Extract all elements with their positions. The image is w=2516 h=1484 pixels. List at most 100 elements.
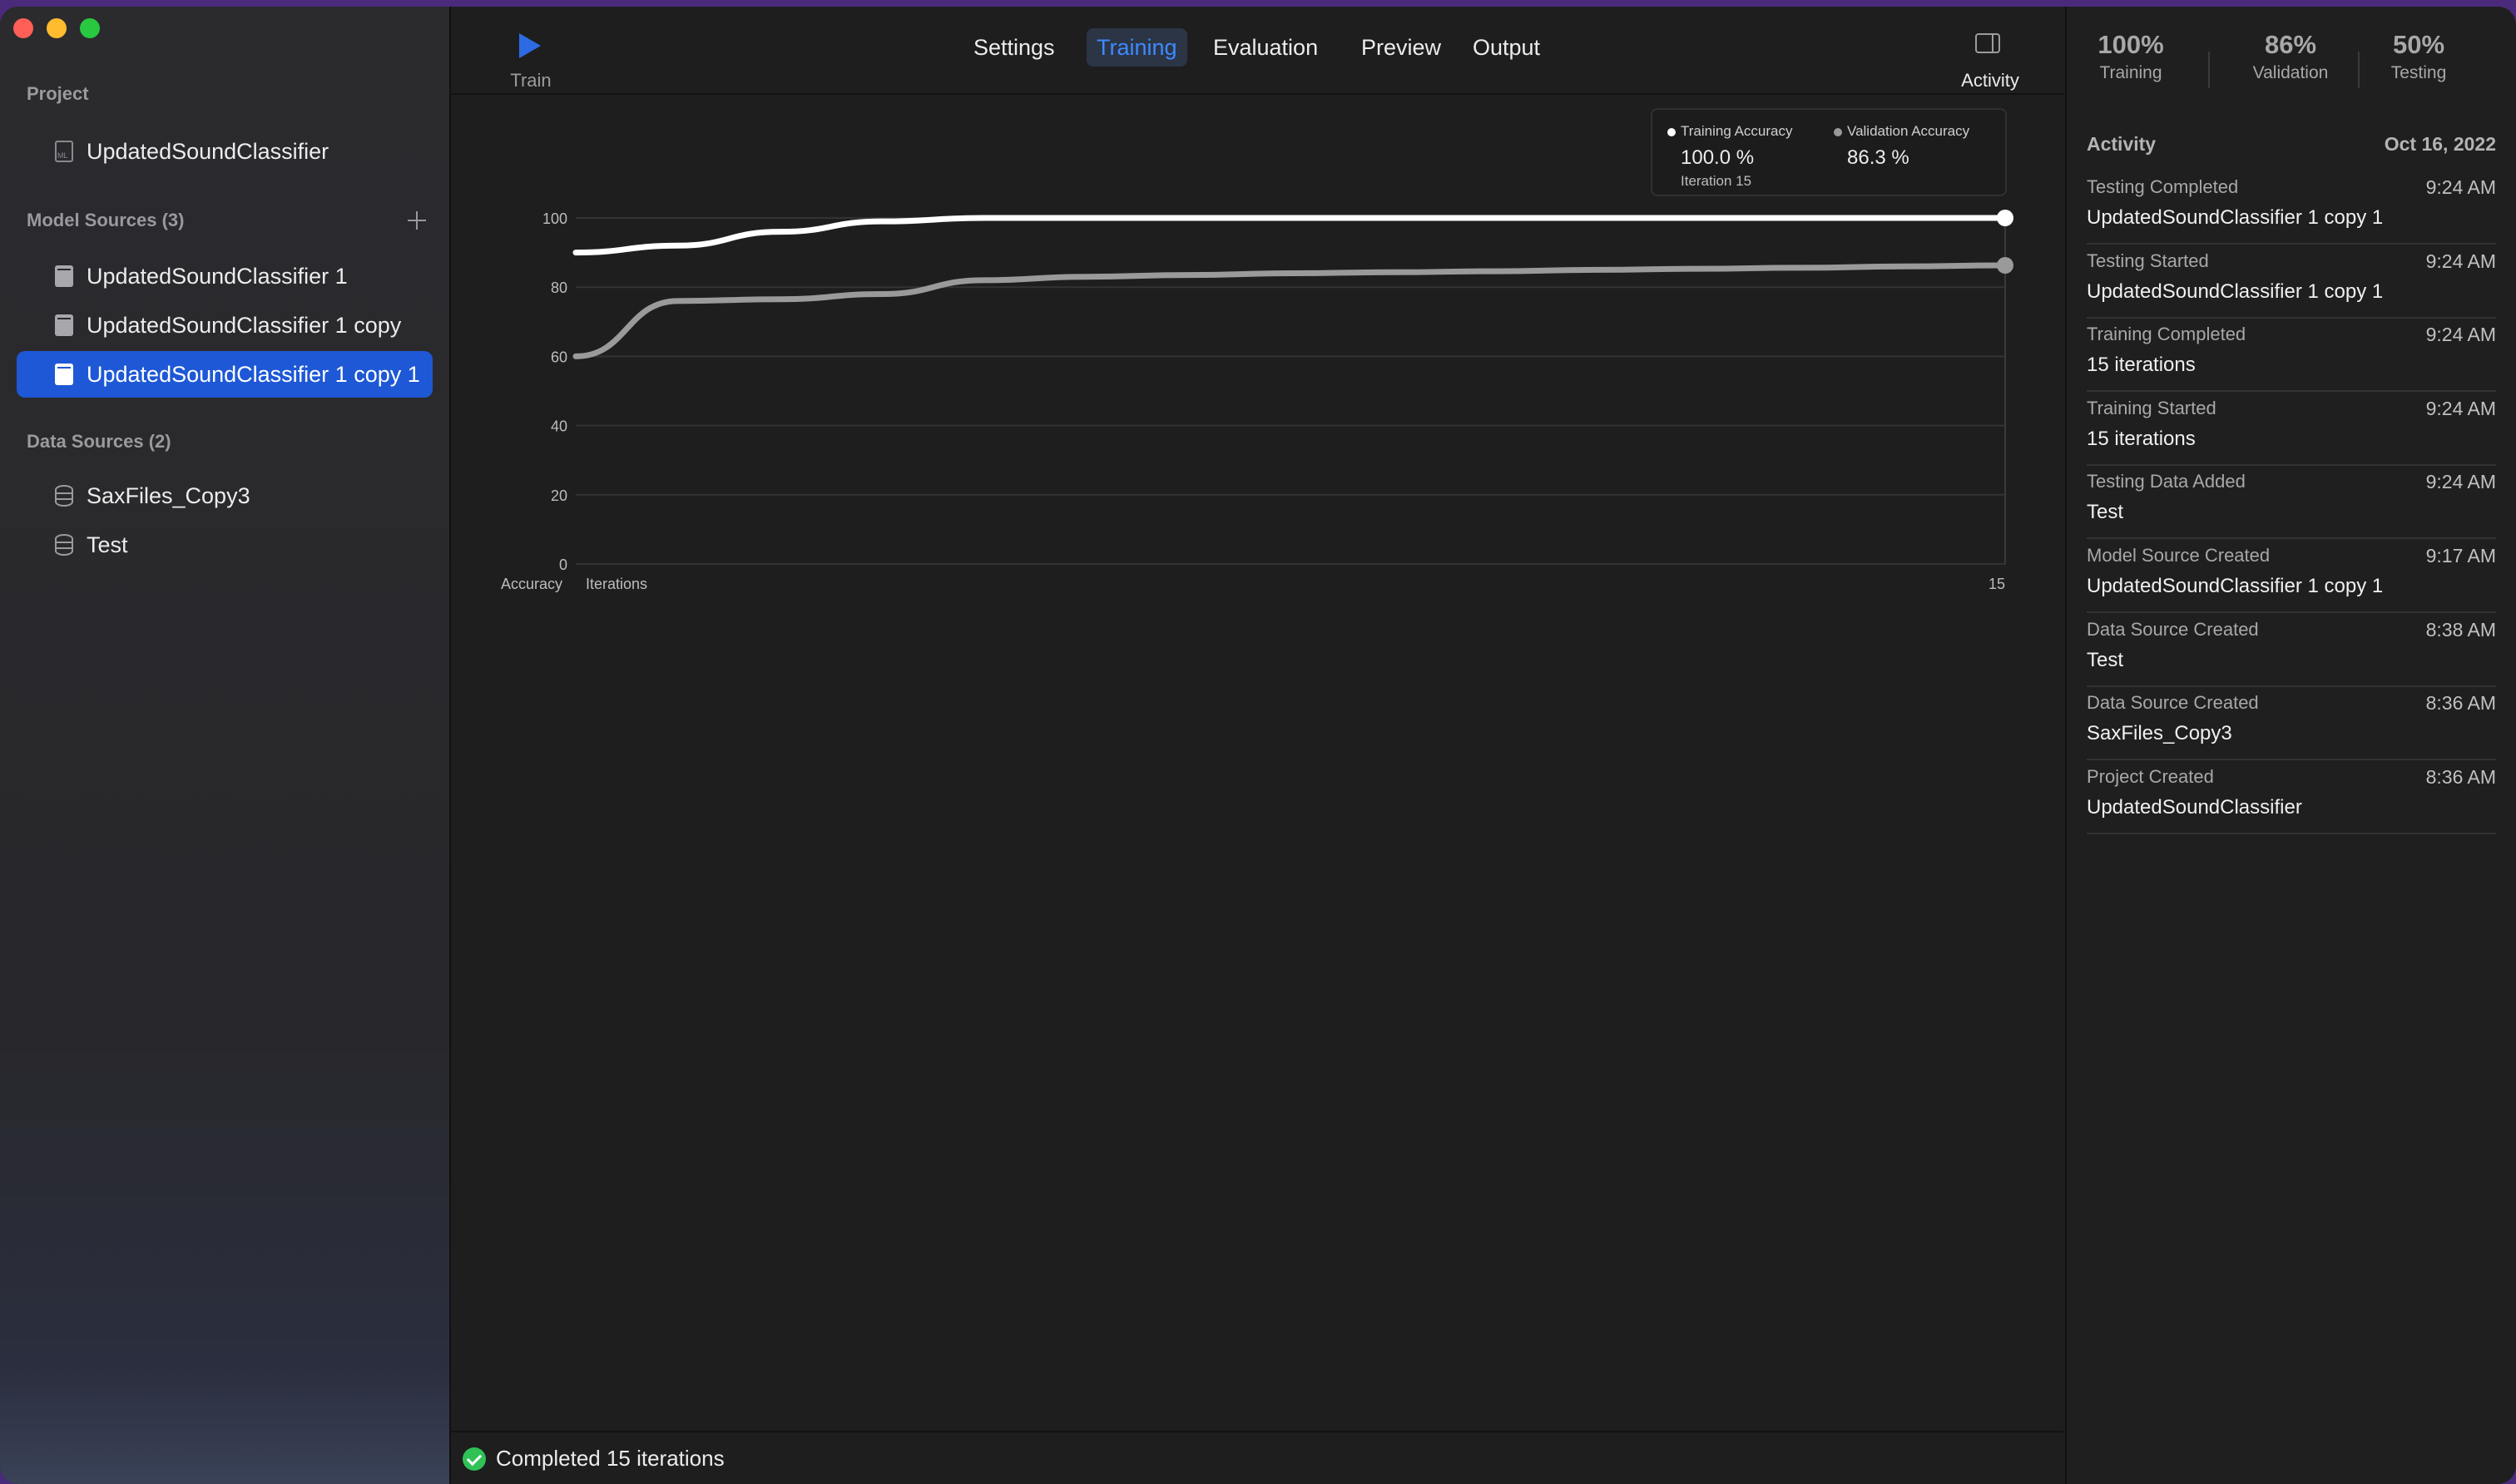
activity-target: Test bbox=[2087, 648, 2124, 671]
project-section-header: Project bbox=[27, 83, 89, 104]
sidebar-item-model-source[interactable]: UpdatedSoundClassifier 1 copy bbox=[17, 302, 433, 349]
activity-item[interactable]: Testing Data Added 9:24 AM Test bbox=[2087, 464, 2496, 540]
activity-toggle-button[interactable]: Activity bbox=[1940, 23, 2040, 93]
activity-item[interactable]: Data Source Created 8:38 AM Test bbox=[2087, 612, 2496, 687]
sidebar-item-data-source[interactable]: SaxFiles_Copy3 bbox=[17, 472, 433, 519]
metric-divider bbox=[2358, 52, 2360, 88]
chart-legend: Training Accuracy 100.0 % Iteration 15 V… bbox=[1651, 108, 2007, 196]
tab-preview[interactable]: Preview bbox=[1361, 35, 1442, 60]
activity-target: UpdatedSoundClassifier bbox=[2087, 795, 2302, 819]
iteration-label: Iteration 15 bbox=[1681, 173, 1752, 189]
model-source-icon bbox=[55, 364, 73, 385]
activity-item[interactable]: Project Created 8:36 AM UpdatedSoundClassi… bbox=[2087, 759, 2496, 834]
training-legend-dot bbox=[1667, 128, 1676, 136]
tab-training[interactable]: Training bbox=[1087, 28, 1187, 67]
train-button[interactable]: Train bbox=[496, 23, 566, 93]
validation-legend-dot bbox=[1834, 128, 1842, 136]
metric-label: Validation bbox=[2252, 63, 2329, 82]
training-legend-name: Training Accuracy bbox=[1681, 123, 1793, 139]
toolbar: Train Settings Training Evaluation Previ… bbox=[451, 7, 2063, 95]
activity-time: 9:24 AM bbox=[2425, 471, 2496, 493]
sidebar-item-data-source[interactable]: Test bbox=[17, 522, 433, 568]
activity-target: 15 iterations bbox=[2087, 354, 2196, 377]
training-accuracy-line bbox=[572, 215, 2008, 256]
y-tick-label: 100 bbox=[542, 210, 567, 227]
activity-header: Activity Oct 16, 2022 bbox=[2087, 133, 2496, 156]
model-sources-header: Model Sources (3) bbox=[27, 210, 185, 230]
close-window-button[interactable] bbox=[13, 18, 33, 38]
metric-value: 50% bbox=[2392, 30, 2445, 59]
activity-event: Testing Data Added bbox=[2087, 471, 2246, 492]
data-sources-header: Data Sources (2) bbox=[27, 431, 171, 452]
y-tick-label: 0 bbox=[559, 556, 567, 573]
activity-event: Testing Completed bbox=[2087, 176, 2239, 197]
metric-value: 100% bbox=[2097, 30, 2164, 59]
activity-item[interactable]: Testing Completed 9:24 AM UpdatedSoundClas… bbox=[2087, 170, 2496, 245]
activity-time: 9:17 AM bbox=[2425, 545, 2496, 566]
activity-target: 15 iterations bbox=[2087, 427, 2196, 450]
status-text: Completed 15 iterations bbox=[496, 1446, 725, 1471]
sidebar-item-label: UpdatedSoundClassifier bbox=[87, 138, 329, 164]
metric-training: 100% Training bbox=[2068, 30, 2193, 83]
train-button-label: Train bbox=[510, 70, 552, 91]
activity-event: Data Source Created bbox=[2087, 692, 2259, 714]
activity-item[interactable]: Training Completed 9:24 AM 15 iterations bbox=[2087, 317, 2496, 393]
activity-item[interactable]: Data Source Created 8:36 AM SaxFiles_Copy3 bbox=[2087, 685, 2496, 761]
y-tick-label: 80 bbox=[551, 279, 567, 296]
metric-value: 86% bbox=[2264, 30, 2317, 59]
y-tick-label: 40 bbox=[551, 418, 567, 435]
app-window: Project UpdatedSoundClassifier Model Sou… bbox=[0, 7, 2516, 1484]
training-legend-value: 100.0 % bbox=[1681, 146, 1755, 169]
x-tick-label: 15 bbox=[1989, 576, 2005, 592]
model-source-icon bbox=[55, 265, 73, 287]
checkmark-icon bbox=[463, 1447, 486, 1471]
activity-target: Test bbox=[2087, 501, 2124, 524]
training-accuracy-endpoint bbox=[1997, 210, 2013, 226]
activity-target: UpdatedSoundClassifier 1 copy 1 bbox=[2087, 279, 2384, 303]
model-source-icon bbox=[55, 314, 73, 336]
activity-item[interactable]: Model Source Created 9:17 AM UpdatedSoundC… bbox=[2087, 538, 2496, 613]
tab-evaluation[interactable]: Evaluation bbox=[1213, 35, 1319, 60]
activity-event: Training Completed bbox=[2087, 324, 2246, 345]
sidebar-item-model-source[interactable]: UpdatedSoundClassifier 1 bbox=[17, 253, 433, 299]
metric-divider bbox=[2208, 52, 2210, 88]
sidebar-item-model-source-selected[interactable]: UpdatedSoundClassifier 1 copy 1 bbox=[17, 351, 433, 398]
activity-event: Model Source Created bbox=[2087, 545, 2271, 566]
add-model-source-button[interactable] bbox=[406, 210, 428, 231]
metric-label: Testing bbox=[2390, 63, 2447, 82]
metric-validation: 86% Validation bbox=[2228, 30, 2353, 83]
sidebar-item-project[interactable]: UpdatedSoundClassifier bbox=[17, 128, 433, 175]
activity-item[interactable]: Training Started 9:24 AM 15 iterations bbox=[2087, 391, 2496, 466]
status-bar: Completed 15 iterations bbox=[451, 1431, 2063, 1484]
database-icon bbox=[55, 534, 73, 556]
metric-label: Training bbox=[2099, 63, 2162, 82]
play-icon bbox=[519, 33, 541, 58]
validation-accuracy-line bbox=[572, 262, 2008, 359]
activity-event: Project Created bbox=[2087, 765, 2214, 787]
minimize-window-button[interactable] bbox=[47, 18, 67, 38]
y-axis-label: Accuracy bbox=[501, 576, 562, 592]
tab-settings[interactable]: Settings bbox=[973, 35, 1055, 60]
sidebar-item-label: UpdatedSoundClassifier 1 bbox=[87, 263, 348, 289]
activity-panel: 100% Training 86% Validation 50% Testing… bbox=[2065, 7, 2516, 1484]
activity-event: Training Started bbox=[2087, 397, 2216, 418]
metric-testing: 50% Testing bbox=[2356, 30, 2481, 83]
database-icon bbox=[55, 485, 73, 507]
y-tick-label: 60 bbox=[551, 349, 567, 365]
validation-legend-value: 86.3 % bbox=[1847, 146, 1909, 169]
activity-date: Oct 16, 2022 bbox=[2384, 133, 2496, 155]
activity-time: 9:24 AM bbox=[2425, 250, 2496, 272]
activity-event: Testing Started bbox=[2087, 250, 2209, 271]
activity-time: 9:24 AM bbox=[2425, 397, 2496, 419]
activity-target: UpdatedSoundClassifier 1 copy 1 bbox=[2087, 575, 2384, 597]
activity-item[interactable]: Testing Started 9:24 AM UpdatedSoundClassi… bbox=[2087, 244, 2496, 319]
x-axis-label: Iterations bbox=[586, 576, 647, 592]
zoom-window-button[interactable] bbox=[80, 18, 100, 38]
accuracy-chart: 0 20 40 60 80 100 Accuracy Iterations 15 bbox=[501, 210, 2013, 592]
activity-target: SaxFiles_Copy3 bbox=[2087, 722, 2232, 745]
activity-button-label: Activity bbox=[1961, 70, 2019, 91]
tab-output[interactable]: Output bbox=[1473, 35, 1541, 60]
validation-accuracy-endpoint bbox=[1997, 256, 2013, 274]
sidebar: Project UpdatedSoundClassifier Model Sou… bbox=[0, 7, 451, 1484]
activity-time: 8:36 AM bbox=[2425, 765, 2496, 788]
